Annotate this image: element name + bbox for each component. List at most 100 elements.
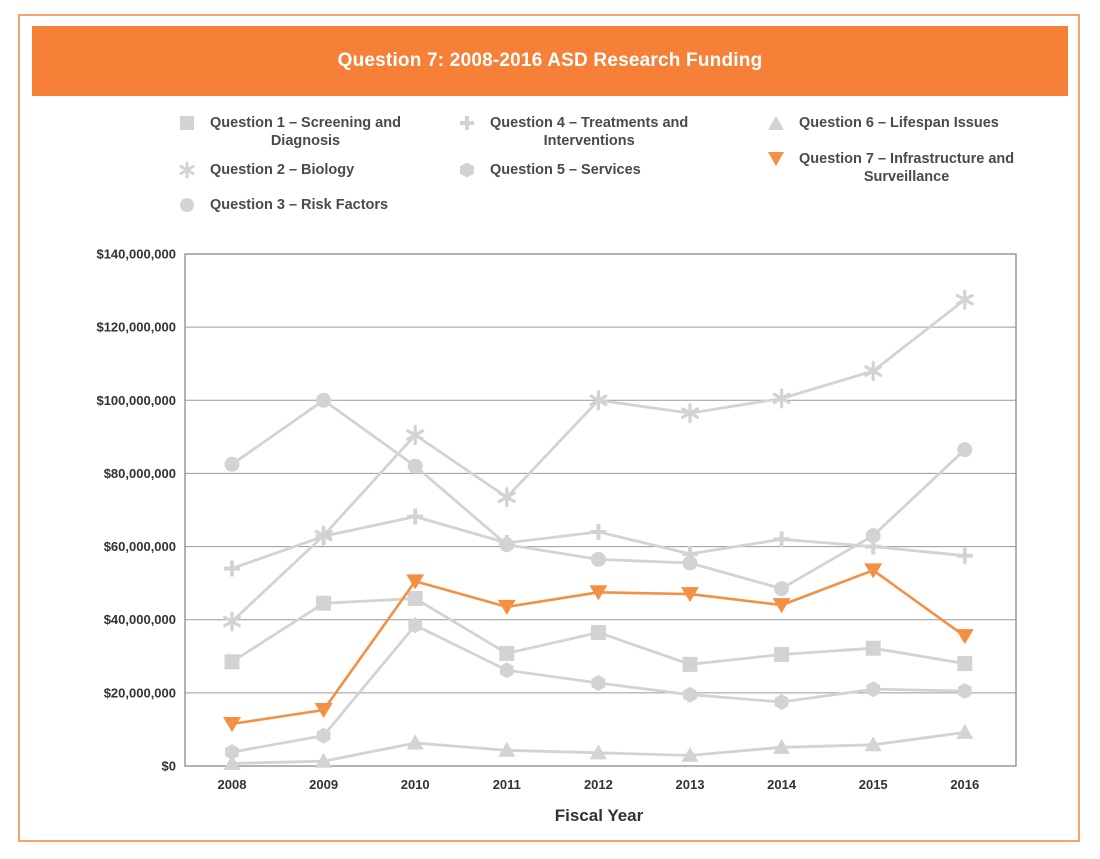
chart-frame — [18, 14, 1080, 842]
data-point-triangle-up — [315, 752, 333, 768]
chart-title-banner: Question 7: 2008-2016 ASD Research Fundi… — [32, 26, 1068, 96]
legend-item-question-3: Question 3 – Risk Factors — [176, 196, 388, 214]
data-point-hexagon — [774, 694, 789, 710]
plus-marker-icon — [460, 116, 474, 130]
data-point-triangle-up — [773, 738, 791, 754]
data-point-hexagon — [316, 727, 331, 744]
data-point-hexagon — [408, 617, 423, 634]
series-question-2 — [223, 289, 974, 632]
data-point-triangle-down — [223, 716, 241, 732]
data-point-circle — [774, 581, 790, 597]
x-tick-label: 2009 — [309, 777, 338, 792]
data-point-square — [590, 625, 606, 641]
data-point-square — [865, 640, 881, 656]
series-question-3 — [224, 392, 973, 597]
data-point-triangle-down — [406, 574, 425, 590]
data-point-plus — [590, 523, 607, 540]
data-point-plus — [956, 547, 973, 564]
data-point-square — [224, 654, 240, 670]
legend-item-question-2: Question 2 – Biology — [176, 161, 354, 179]
data-point-plus — [224, 560, 240, 577]
y-tick-label: $40,000,000 — [104, 612, 176, 627]
legend-item-question-5: Question 5 – Services — [456, 161, 641, 179]
data-point-circle — [590, 551, 606, 567]
legend-item-question-1: Question 1 – Screening and Diagnosis — [176, 114, 401, 150]
data-point-square — [774, 646, 790, 662]
data-point-triangle-up — [498, 741, 516, 757]
hexagon-marker-icon — [460, 162, 474, 178]
y-tick-label: $140,000,000 — [96, 247, 176, 262]
y-tick-label: $20,000,000 — [104, 685, 176, 700]
legend-label-question-5: Question 5 – Services — [490, 162, 641, 178]
x-tick-label: 2008 — [218, 777, 247, 792]
data-point-asterisk — [589, 390, 608, 411]
data-point-plus — [498, 534, 515, 551]
data-point-square — [499, 645, 515, 661]
data-point-triangle-up — [864, 736, 882, 752]
legend-item-question-4: Question 4 – Treatments and Interventions — [456, 114, 688, 150]
data-point-plus — [407, 508, 424, 525]
asterisk-marker-icon — [179, 161, 195, 179]
data-point-asterisk — [955, 289, 974, 310]
data-point-asterisk — [864, 360, 883, 382]
series-question-7 — [223, 563, 974, 732]
x-tick-label: 2014 — [767, 777, 797, 792]
square-marker-icon — [180, 116, 194, 130]
data-point-plus — [865, 538, 882, 555]
data-point-circle — [316, 392, 332, 408]
data-point-asterisk — [406, 424, 425, 446]
legend-label-question-3: Question 3 – Risk Factors — [210, 197, 389, 213]
data-point-plus — [773, 531, 790, 548]
triangle-down-marker-icon — [768, 152, 784, 166]
x-tick-label: 2015 — [859, 777, 888, 792]
legend-label-question-4: Question 4 – Treatments and Interventions — [490, 115, 689, 149]
legend-item-question-7: Question 7 – Infrastructure and Surveilla… — [765, 150, 1014, 186]
data-point-triangle-down — [864, 563, 883, 579]
data-point-triangle-down — [772, 598, 791, 614]
data-point-asterisk — [223, 611, 241, 632]
data-point-square — [957, 656, 973, 672]
data-point-asterisk — [680, 402, 700, 424]
data-point-plus — [682, 545, 698, 562]
data-point-triangle-up — [956, 723, 974, 739]
x-tick-label: 2013 — [676, 777, 705, 792]
data-point-circle — [224, 456, 240, 472]
y-tick-label: $100,000,000 — [96, 393, 176, 408]
x-tick-label: 2016 — [950, 777, 979, 792]
data-point-triangle-down — [681, 587, 699, 603]
data-point-hexagon — [591, 675, 606, 691]
series-question-1 — [224, 591, 973, 672]
legend-label-question-6: Question 6 – Lifespan Issues — [799, 115, 999, 131]
plot-area-border — [184, 253, 1017, 767]
series-question-4 — [224, 508, 973, 577]
data-point-triangle-up — [406, 734, 424, 750]
data-point-circle — [407, 458, 423, 474]
x-tick-label: 2011 — [493, 777, 521, 792]
y-tick-label: $60,000,000 — [104, 539, 176, 554]
data-point-asterisk — [772, 388, 791, 409]
x-axis-title: Fiscal Year — [555, 806, 644, 825]
triangle-up-marker-icon — [768, 116, 784, 130]
data-point-triangle-down — [589, 585, 608, 601]
data-point-triangle-up — [681, 746, 699, 762]
data-point-square — [682, 656, 698, 672]
legend-label-question-2: Question 2 – Biology — [210, 162, 355, 178]
series-question-5 — [225, 617, 972, 761]
data-point-triangle-up — [223, 754, 241, 770]
data-point-plus — [315, 528, 332, 545]
data-point-circle — [865, 528, 881, 544]
series-layer — [223, 289, 974, 770]
data-point-triangle-down — [314, 703, 333, 719]
legend-label-question-7: Question 7 – Infrastructure and Surveilla… — [799, 151, 1015, 185]
data-point-triangle-down — [955, 629, 974, 645]
data-point-hexagon — [683, 686, 697, 703]
y-tick-label: $80,000,000 — [104, 466, 176, 481]
circle-marker-icon — [180, 198, 194, 212]
data-point-circle — [682, 555, 698, 571]
data-point-hexagon — [499, 662, 514, 679]
legend-label-question-1: Question 1 – Screening and Diagnosis — [210, 115, 401, 149]
data-point-circle — [957, 442, 973, 458]
data-point-asterisk — [497, 487, 516, 508]
y-tick-label: $0 — [162, 759, 176, 774]
